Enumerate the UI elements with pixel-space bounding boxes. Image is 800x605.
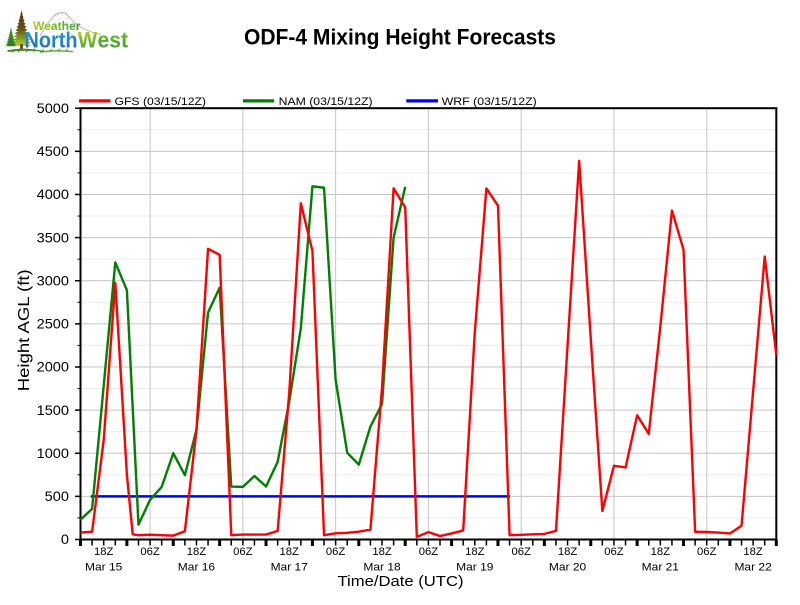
svg-text:06Z: 06Z bbox=[604, 546, 623, 558]
svg-text:Time/Date (UTC): Time/Date (UTC) bbox=[338, 574, 464, 590]
svg-text:NAM (03/15/12Z): NAM (03/15/12Z) bbox=[279, 96, 373, 108]
svg-text:5000: 5000 bbox=[37, 101, 69, 116]
svg-text:Mar 21: Mar 21 bbox=[642, 562, 679, 574]
svg-text:Weather: Weather bbox=[33, 20, 81, 33]
svg-text:06Z: 06Z bbox=[419, 546, 438, 558]
svg-text:Mar 15: Mar 15 bbox=[85, 562, 122, 574]
svg-text:Mar 18: Mar 18 bbox=[363, 562, 400, 574]
svg-text:GFS (03/15/12Z): GFS (03/15/12Z) bbox=[115, 96, 207, 108]
svg-text:Mar 22: Mar 22 bbox=[734, 562, 771, 574]
svg-text:Height AGL (ft): Height AGL (ft) bbox=[16, 269, 33, 391]
svg-text:18Z: 18Z bbox=[372, 546, 391, 558]
svg-text:4500: 4500 bbox=[37, 144, 69, 159]
svg-text:1500: 1500 bbox=[37, 403, 69, 418]
svg-text:Mar 20: Mar 20 bbox=[549, 562, 586, 574]
svg-text:4000: 4000 bbox=[37, 187, 69, 202]
svg-text:3000: 3000 bbox=[37, 273, 69, 288]
svg-text:ODF-4 Mixing Height Forecasts: ODF-4 Mixing Height Forecasts bbox=[244, 25, 556, 50]
svg-text:2500: 2500 bbox=[37, 317, 69, 332]
svg-text:Mar 17: Mar 17 bbox=[271, 562, 308, 574]
svg-text:1000: 1000 bbox=[37, 446, 69, 461]
svg-text:500: 500 bbox=[45, 489, 69, 504]
svg-text:18Z: 18Z bbox=[558, 546, 577, 558]
svg-text:0: 0 bbox=[61, 532, 69, 547]
svg-text:Mar 19: Mar 19 bbox=[456, 562, 493, 574]
svg-text:North: North bbox=[25, 28, 78, 53]
svg-text:18Z: 18Z bbox=[465, 546, 484, 558]
svg-text:Mar 16: Mar 16 bbox=[178, 562, 215, 574]
svg-text:06Z: 06Z bbox=[140, 546, 159, 558]
svg-text:06Z: 06Z bbox=[233, 546, 252, 558]
svg-text:18Z: 18Z bbox=[743, 546, 762, 558]
svg-text:WRF (03/15/12Z): WRF (03/15/12Z) bbox=[442, 96, 537, 108]
svg-text:18Z: 18Z bbox=[187, 546, 206, 558]
svg-text:06Z: 06Z bbox=[511, 546, 530, 558]
svg-text:06Z: 06Z bbox=[326, 546, 345, 558]
svg-text:18Z: 18Z bbox=[94, 546, 113, 558]
svg-text:18Z: 18Z bbox=[651, 546, 670, 558]
svg-text:2000: 2000 bbox=[37, 360, 69, 375]
svg-text:est: est bbox=[98, 28, 129, 53]
svg-text:3500: 3500 bbox=[37, 230, 69, 245]
svg-text:W: W bbox=[78, 28, 98, 53]
svg-text:06Z: 06Z bbox=[697, 546, 716, 558]
svg-text:18Z: 18Z bbox=[280, 546, 299, 558]
